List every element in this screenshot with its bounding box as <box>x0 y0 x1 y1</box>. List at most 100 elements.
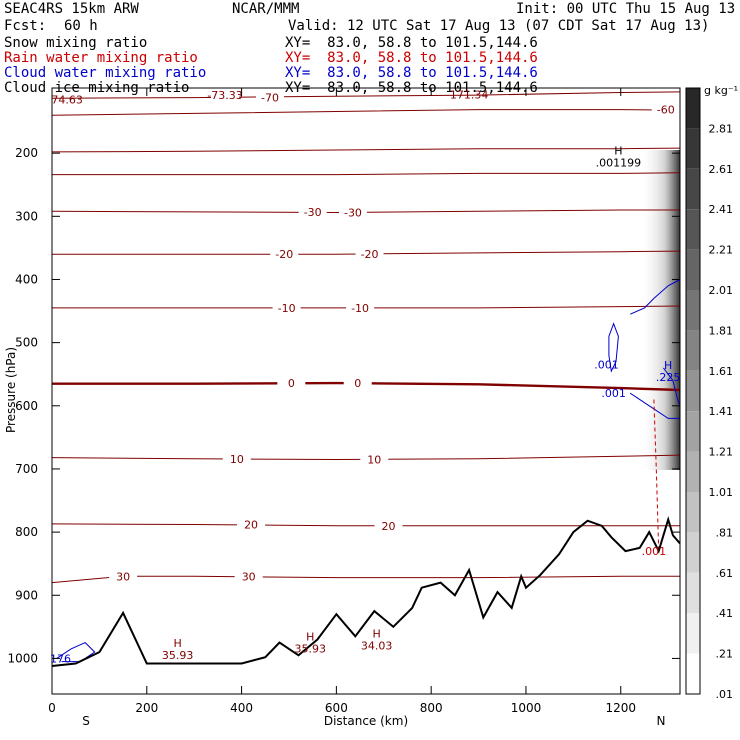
colorbar-tick-label: 2.01 <box>709 284 734 297</box>
colorbar-swatch <box>686 411 700 452</box>
isotherm-label: -73.33 <box>207 89 242 102</box>
x-tick-label: 200 <box>135 701 158 715</box>
x-tick-label: 400 <box>230 701 253 715</box>
colorbar-tick-label: 1.61 <box>709 365 734 378</box>
colorbar-tick-label: .61 <box>716 567 734 580</box>
isotherm--60 <box>51 109 681 116</box>
x-tick-label: 1200 <box>605 701 636 715</box>
snow-shading <box>640 150 680 470</box>
contour-value-label: 176 <box>50 652 71 665</box>
colorbar-swatch <box>686 532 700 573</box>
high-value: 35.93 <box>295 643 327 656</box>
y-tick-label: 500 <box>15 336 38 350</box>
isotherm-label-bg <box>256 90 285 103</box>
isotherm-30 <box>51 575 680 584</box>
high-marker: H <box>373 627 381 640</box>
y-tick-label: 400 <box>15 272 38 286</box>
colorbar-swatch <box>686 572 700 614</box>
high-value: 35.93 <box>162 649 194 662</box>
contour-value-label: .001 <box>601 387 626 400</box>
colorbar-swatch <box>686 451 700 492</box>
rain-water-contour <box>653 399 660 552</box>
colorbar-tick-label: .21 <box>716 648 734 661</box>
colorbar-tick-label: 2.81 <box>709 122 734 135</box>
isotherm-label-bg <box>338 205 367 218</box>
y-tick-label: 900 <box>15 588 38 602</box>
isotherm-label-bg <box>270 247 299 260</box>
high-marker: H <box>664 359 672 372</box>
y-tick-label: 600 <box>15 399 38 413</box>
x-tick-label: 0 <box>48 701 56 715</box>
y-tick-label: 1000 <box>7 651 38 665</box>
isotherm-label: -10 <box>351 302 369 315</box>
isotherm-label: -70 <box>261 92 279 105</box>
forecast-label: Fcst: <box>4 18 47 34</box>
isotherm-label: 0 <box>354 377 361 390</box>
isotherm-label: -20 <box>361 248 379 261</box>
field-xy-rain: XY= 83.0, 58.8 to 101.5,144.6 <box>285 50 538 66</box>
north-label: N <box>657 714 666 728</box>
isotherm-label: 30 <box>116 570 130 583</box>
contour-value-label: .001 <box>594 359 619 372</box>
isotherm-label-bg <box>277 376 306 389</box>
isotherm-label-bg <box>355 247 384 260</box>
isotherm-label: -10 <box>278 302 296 315</box>
x-axis-label: Distance (km) <box>324 714 408 728</box>
isotherm-label-bg <box>651 102 680 115</box>
contour-value-label: 171.34 <box>450 88 489 101</box>
isotherm-label: -60 <box>657 104 675 117</box>
isotherm--10 <box>52 305 681 309</box>
y-tick-label: 800 <box>15 525 38 539</box>
y-tick-label: 300 <box>15 209 38 223</box>
isotherm-10 <box>51 454 681 461</box>
colorbar-tick-label: 1.01 <box>709 486 734 499</box>
colorbar-tick-label: .01 <box>716 688 734 701</box>
colorbar-frame <box>685 87 701 695</box>
isotherm-label-bg <box>210 88 239 101</box>
colorbar-unit: g kg⁻¹ <box>704 84 738 97</box>
colorbar-tick-label: 2.21 <box>709 244 734 257</box>
isotherm-label-bg <box>346 300 375 313</box>
colorbar-swatch <box>686 330 700 371</box>
cloud-water-contour <box>629 392 680 419</box>
colorbar: 2.81 2.61 2.41 2.21 2.01 1.81 1.61 1.41 1.21 1.01… <box>685 84 738 701</box>
south-label: S <box>82 714 90 728</box>
isotherm--70 <box>51 91 681 99</box>
colorbar-swatch <box>686 209 700 250</box>
isotherm-0 <box>52 381 681 392</box>
y-axis-label: Pressure (hPa) <box>4 347 18 433</box>
colorbar-swatch <box>686 370 700 412</box>
isotherm-label: 20 <box>244 519 258 532</box>
isotherm-label-bg <box>374 518 403 531</box>
isotherm--50 <box>51 147 681 153</box>
colorbar-tick-label: 2.41 <box>709 203 734 216</box>
isotherm--20 <box>52 250 681 255</box>
colorbar-tick-label: 1.81 <box>709 324 734 337</box>
field-xy-cloud-water: XY= 83.0, 58.8 to 101.5,144.6 <box>285 65 538 81</box>
isotherm-20 <box>51 523 680 527</box>
colorbar-tick-label: 1.41 <box>709 405 734 418</box>
isotherm-label-bg <box>222 451 251 464</box>
cloud-water-contour <box>629 279 681 315</box>
colorbar-swatch <box>686 290 700 331</box>
isotherm-label-bg <box>360 452 389 465</box>
terrain-line <box>51 516 681 667</box>
cloud-water-contour <box>608 322 619 373</box>
forecast-hour: 60 h <box>64 18 98 34</box>
isotherm--40 <box>52 172 681 176</box>
colorbar-swatch <box>686 128 700 169</box>
contour-value-label: .001 <box>642 545 667 558</box>
field-name-rain: Rain water mixing ratio <box>4 50 198 66</box>
field-name-cloud-water: Cloud water mixing ratio <box>4 65 207 81</box>
isotherm-label-bg <box>298 204 327 217</box>
high-value: 34.03 <box>361 639 393 652</box>
x-tick-label: 800 <box>420 701 443 715</box>
high-marker: H <box>614 144 622 157</box>
isotherm-label-bg <box>237 517 266 530</box>
plot-frame <box>51 87 681 695</box>
field-xy-snow: XY= 83.0, 58.8 to 101.5,144.6 <box>285 35 538 51</box>
isotherm-label: -30 <box>304 206 322 219</box>
isotherm-contours <box>51 91 681 584</box>
